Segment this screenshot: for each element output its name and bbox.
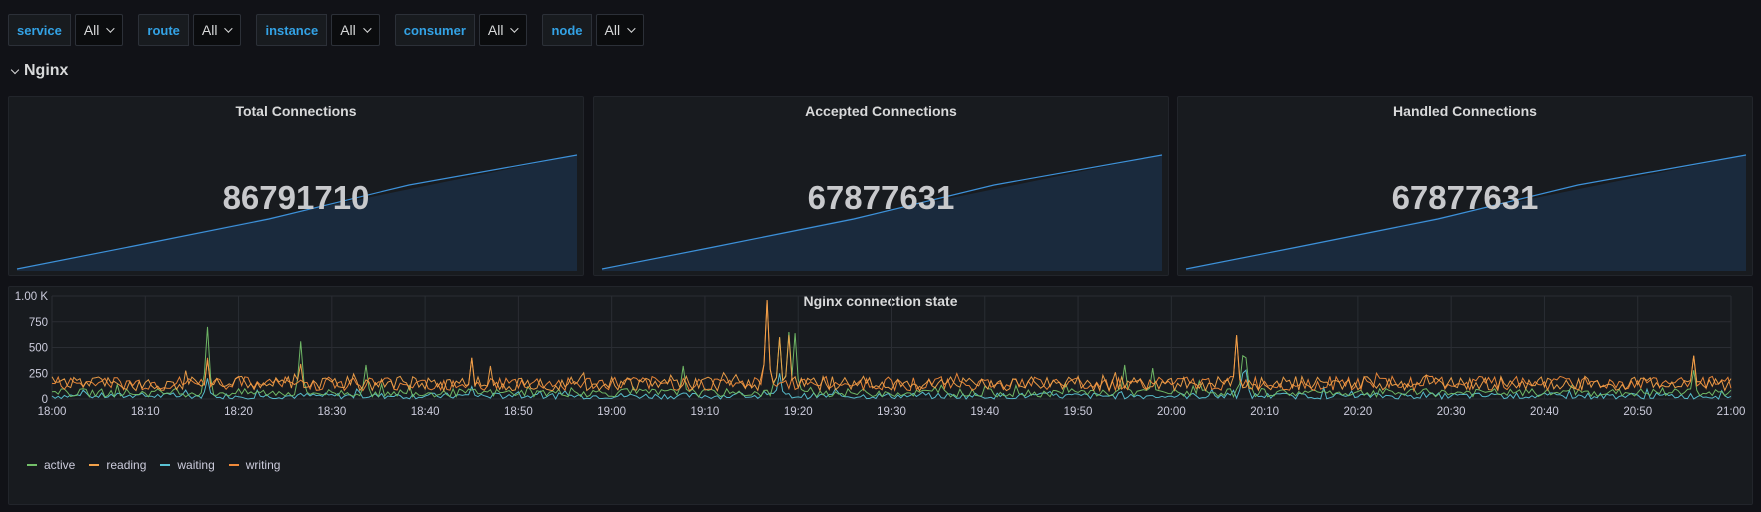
- variable-node: node All: [542, 14, 645, 46]
- legend-label: writing: [245, 458, 281, 472]
- variable-select-instance[interactable]: All: [331, 14, 380, 46]
- x-tick-label: 18:30: [317, 406, 346, 418]
- variable-instance: instance All: [256, 14, 380, 46]
- x-tick-label: 21:00: [1717, 406, 1746, 418]
- panel-title: Total Connections: [235, 103, 357, 119]
- x-tick-label: 19:40: [970, 406, 999, 418]
- x-tick-label: 20:00: [1157, 406, 1186, 418]
- variable-select-consumer[interactable]: All: [478, 14, 528, 46]
- legend-label: reading: [106, 458, 147, 472]
- legend-item-writing[interactable]: writing: [228, 458, 281, 472]
- stat-value: 67877631: [807, 179, 955, 216]
- x-tick-label: 18:00: [38, 406, 67, 418]
- x-tick-label: 19:30: [877, 406, 906, 418]
- chevron-down-icon: [627, 24, 636, 33]
- sparkline-line: [601, 154, 1163, 270]
- series-line-writing: [51, 300, 1732, 393]
- stat-value: 86791710: [222, 179, 370, 216]
- y-tick-label: 1.00 K: [15, 291, 49, 303]
- stat-value: 67877631: [1391, 179, 1539, 216]
- sparkline: [16, 154, 578, 271]
- variable-value: All: [201, 22, 218, 38]
- x-tick-label: 19:10: [691, 406, 720, 418]
- variable-label: instance: [256, 14, 328, 46]
- y-tick-label: 750: [29, 317, 48, 329]
- legend-swatch: [89, 464, 100, 466]
- x-tick-label: 20:30: [1437, 406, 1466, 418]
- x-tick-label: 20:40: [1530, 406, 1559, 418]
- y-tick-label: 0: [42, 394, 48, 406]
- variable-label: node: [542, 14, 592, 46]
- variable-value: All: [487, 22, 504, 38]
- legend-swatch: [228, 464, 239, 466]
- series-line-active: [51, 326, 1732, 399]
- series-line-waiting: [51, 369, 1732, 401]
- variable-label: consumer: [394, 14, 475, 46]
- row-title: Nginx: [24, 62, 69, 79]
- x-tick-label: 19:50: [1064, 406, 1093, 418]
- variable-bar: service All route All instance All consumer All…: [8, 14, 659, 46]
- connection-state-chart: 0 250 500 750 1.00 K 18:00 18:10 18:20 18:30 18:4…: [15, 291, 1746, 418]
- chart-legend: active reading waiting writing: [27, 458, 294, 472]
- chevron-down-icon[interactable]: [10, 65, 20, 74]
- variable-value: All: [604, 22, 621, 38]
- x-tick-label: 18:50: [504, 406, 533, 418]
- chevron-down-icon: [106, 24, 116, 33]
- legend-item-reading[interactable]: reading: [89, 458, 146, 472]
- x-tick-label: 18:10: [131, 406, 160, 418]
- variable-label: service: [8, 14, 71, 46]
- variable-select-node[interactable]: All: [595, 14, 645, 46]
- panel-total-connections[interactable]: Total Connections 86791710: [8, 96, 584, 276]
- legend-item-waiting[interactable]: waiting: [160, 458, 215, 472]
- x-tick-label: 19:00: [597, 406, 626, 418]
- variable-select-route[interactable]: All: [192, 14, 242, 46]
- chevron-down-icon: [224, 24, 234, 33]
- y-tick-label: 500: [29, 343, 48, 355]
- chevron-down-icon: [510, 24, 520, 33]
- variable-route: route All: [138, 14, 242, 46]
- variable-select-service[interactable]: All: [74, 14, 124, 46]
- x-tick-label: 19:20: [784, 406, 813, 418]
- variable-value: All: [83, 22, 100, 38]
- legend-swatch: [160, 464, 171, 466]
- variable-consumer: consumer All: [394, 14, 528, 46]
- panel-title: Handled Connections: [1393, 103, 1537, 119]
- series-line-reading: [51, 300, 1732, 393]
- x-tick-label: 20:20: [1343, 406, 1372, 418]
- x-tick-label: 20:50: [1623, 406, 1652, 418]
- x-tick-label: 20:10: [1250, 406, 1279, 418]
- row-header-nginx[interactable]: Nginx: [10, 62, 69, 80]
- variable-value: All: [340, 22, 356, 38]
- chevron-down-icon: [362, 24, 372, 33]
- panel-connection-state[interactable]: Nginx connection state 0 250 500 750 1.00 K 1…: [8, 286, 1753, 505]
- variable-service: service All: [8, 14, 124, 46]
- x-tick-label: 18:20: [224, 406, 253, 418]
- variable-label: route: [138, 14, 189, 46]
- panel-accepted-connections[interactable]: Accepted Connections 67877631: [593, 96, 1169, 276]
- y-tick-label: 250: [29, 368, 48, 380]
- panel-title: Accepted Connections: [805, 103, 957, 119]
- panel-handled-connections[interactable]: Handled Connections 67877631: [1177, 96, 1753, 276]
- sparkline: [1185, 154, 1747, 271]
- legend-label: active: [44, 458, 76, 472]
- sparkline: [601, 154, 1163, 271]
- legend-label: waiting: [177, 458, 215, 472]
- x-tick-label: 18:40: [411, 406, 440, 418]
- legend-swatch: [27, 464, 37, 466]
- panel-title: Nginx connection state: [803, 293, 958, 309]
- sparkline-line: [1185, 154, 1747, 270]
- legend-item-active[interactable]: active: [27, 458, 75, 472]
- sparkline-line: [16, 154, 578, 270]
